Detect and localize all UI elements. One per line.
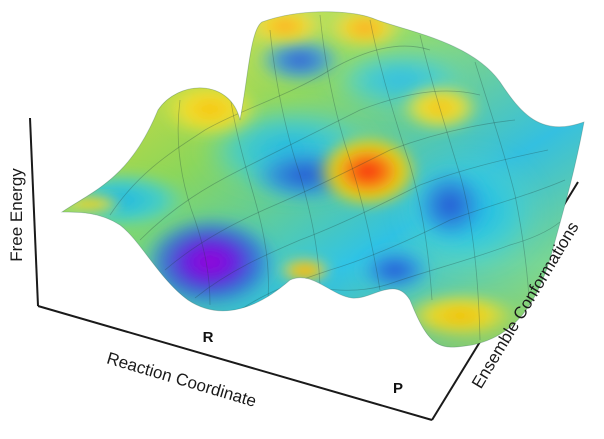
surface-edge <box>60 11 585 348</box>
product-marker: P <box>393 380 403 397</box>
surface-mesh <box>109 14 566 341</box>
reaction-coordinate-label: Reaction Coordinate <box>105 349 259 411</box>
reactant-marker: R <box>203 329 214 346</box>
x-axis-line <box>37 305 433 421</box>
z-axis-line <box>29 117 39 307</box>
free-energy-label: Free Energy <box>7 168 26 262</box>
